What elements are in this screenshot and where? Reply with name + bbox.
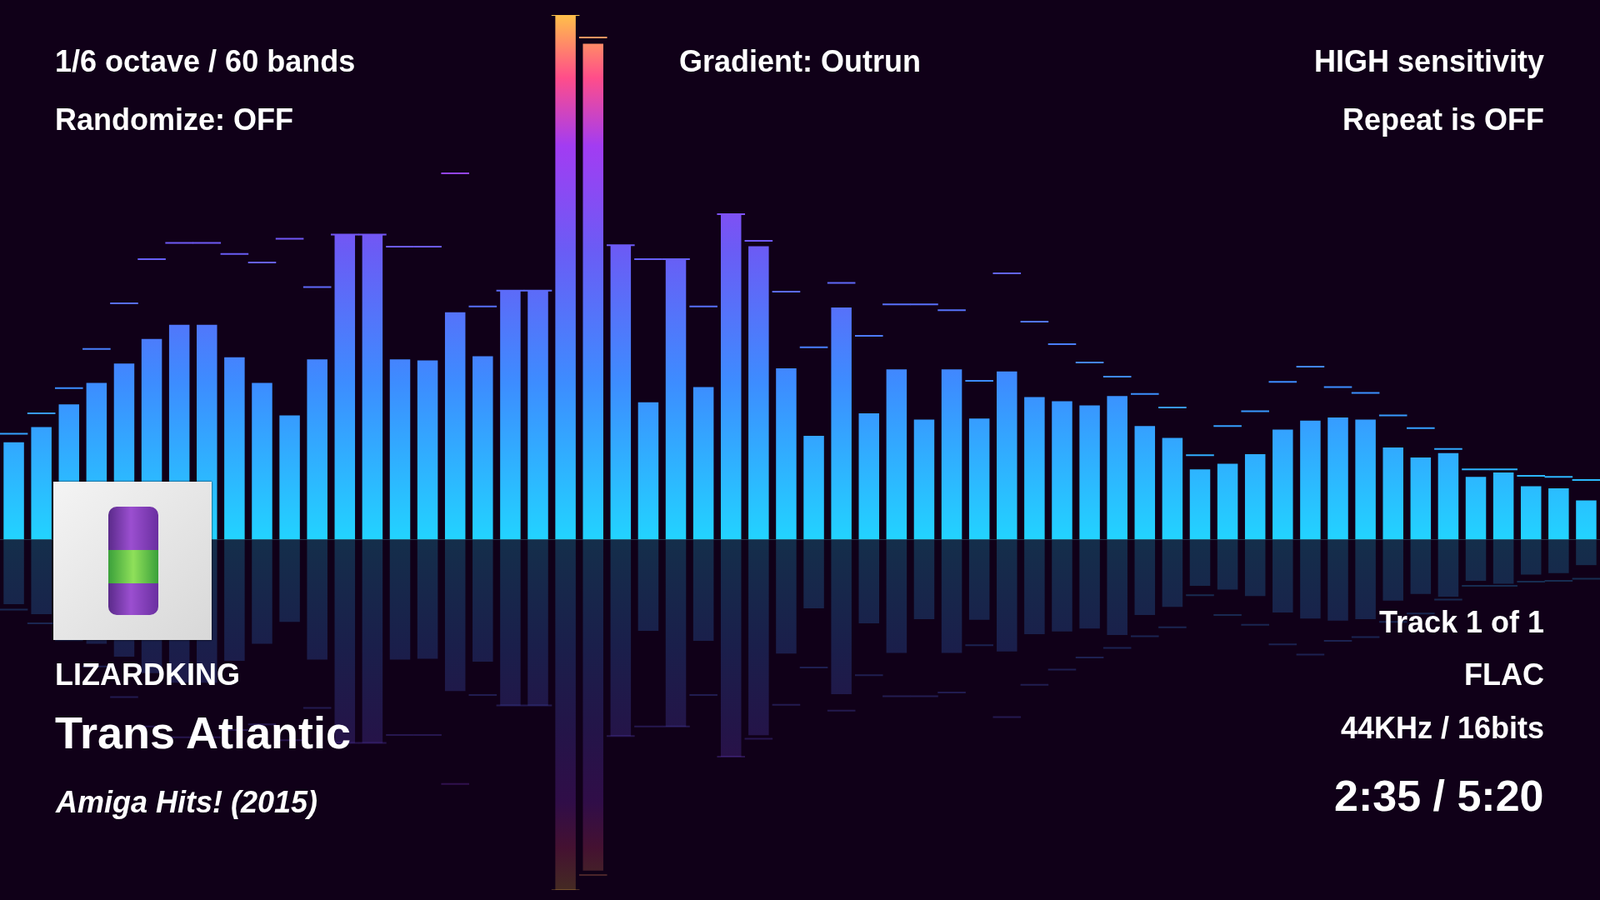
svg-text:44KHz / 16bits: 44KHz / 16bits xyxy=(1340,710,1545,745)
svg-text:Trans Atlantic: Trans Atlantic xyxy=(55,707,351,758)
svg-text:1/6 octave / 60 bands: 1/6 octave / 60 bands xyxy=(55,44,355,79)
svg-text:Randomize: OFF: Randomize: OFF xyxy=(55,102,294,137)
svg-text:LIZARDKING: LIZARDKING xyxy=(55,657,240,692)
svg-text:2:35 / 5:20: 2:35 / 5:20 xyxy=(1334,771,1545,820)
svg-text:Repeat is OFF: Repeat is OFF xyxy=(1342,102,1545,137)
svg-text:FLAC: FLAC xyxy=(1464,657,1545,692)
svg-text:HIGH sensitivity: HIGH sensitivity xyxy=(1314,44,1545,79)
svg-text:Gradient: Outrun: Gradient: Outrun xyxy=(679,44,921,79)
svg-text:Amiga Hits! (2015): Amiga Hits! (2015) xyxy=(55,785,318,820)
svg-text:Track 1 of 1: Track 1 of 1 xyxy=(1379,605,1545,640)
